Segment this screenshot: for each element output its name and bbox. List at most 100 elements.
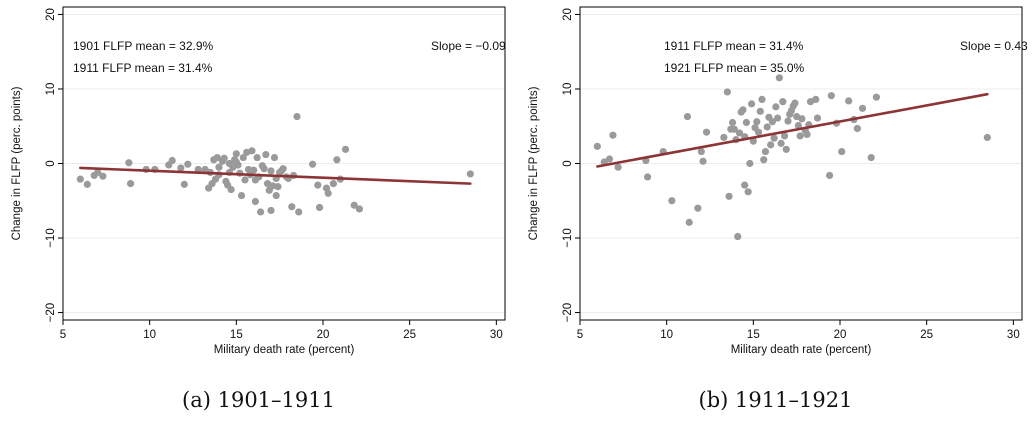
data-point — [694, 204, 702, 212]
data-point — [784, 117, 792, 125]
data-point — [782, 145, 790, 153]
data-point — [257, 208, 265, 216]
data-point — [812, 95, 820, 104]
data-point — [742, 118, 750, 127]
data-point — [741, 181, 749, 189]
scatter-chart-a: 5 10 15 20 25 30 −20 −10 0 10 20 Military death rat… — [11, 6, 506, 356]
x-tick-label: 25 — [920, 329, 933, 341]
data-point — [267, 167, 275, 175]
y-tick-label: 0 — [45, 160, 57, 166]
x-tick-label: 30 — [1007, 329, 1020, 341]
data-point — [314, 181, 322, 189]
y-axis-title: Change in FLFP (perc. points) — [528, 86, 540, 240]
x-tick-label: 10 — [660, 329, 673, 341]
data-point — [838, 147, 846, 156]
data-point — [796, 132, 804, 140]
annotation-mean1: 1911 FLFP mean = 31.4% — [664, 39, 804, 53]
data-point — [763, 123, 771, 131]
x-tick-label: 25 — [403, 329, 416, 341]
annotation-mean2: 1911 FLFP mean = 31.4% — [73, 61, 213, 75]
data-point — [749, 137, 757, 145]
data-point — [250, 166, 258, 174]
data-point — [341, 145, 350, 153]
y-tick-label: −10 — [45, 228, 57, 248]
data-point — [605, 155, 614, 163]
data-point — [845, 97, 853, 105]
data-point — [194, 165, 202, 174]
data-point — [466, 170, 474, 178]
data-point — [774, 114, 782, 122]
y-tick-label: −20 — [45, 303, 57, 323]
data-point — [293, 112, 301, 121]
data-point — [279, 165, 287, 173]
y-tick-label: 0 — [562, 160, 574, 166]
data-point — [94, 168, 102, 177]
x-tick-label: 15 — [230, 329, 243, 341]
data-point — [213, 153, 221, 162]
chart-caption-b: (b) 1911–1921 — [698, 388, 853, 412]
data-point — [324, 189, 332, 197]
data-point — [699, 157, 707, 165]
y-tick-label: 20 — [45, 8, 57, 21]
data-point — [779, 98, 787, 106]
data-point — [593, 142, 601, 150]
data-point — [184, 160, 192, 168]
data-point — [267, 206, 275, 215]
annotation-slope: Slope = 0.43 — [960, 39, 1028, 53]
data-point — [262, 150, 270, 159]
data-point — [232, 150, 240, 158]
data-point — [826, 171, 834, 180]
data-point — [309, 160, 317, 168]
data-point — [614, 163, 622, 171]
data-point — [220, 154, 228, 162]
y-tick-label: 10 — [45, 83, 57, 96]
data-point — [867, 153, 875, 162]
data-point — [720, 133, 728, 142]
data-point — [734, 232, 742, 241]
data-point — [234, 161, 242, 169]
data-point — [858, 104, 867, 112]
data-point — [770, 134, 778, 142]
data-point — [827, 92, 835, 100]
data-point — [791, 99, 799, 107]
x-axis-title: Military death rate (percent) — [214, 344, 355, 356]
data-point — [668, 197, 676, 205]
y-tick-label: 20 — [562, 8, 574, 21]
data-point — [775, 74, 783, 82]
data-point — [754, 128, 763, 136]
y-axis-title: Change in FLFP (perc. points) — [11, 86, 23, 240]
x-tick-label: 5 — [60, 329, 66, 341]
data-point — [76, 175, 84, 183]
annotation-mean1: 1901 FLFP mean = 32.9% — [73, 39, 214, 53]
data-point — [253, 153, 261, 162]
data-point — [723, 88, 731, 96]
data-point — [739, 106, 747, 114]
y-tick-label: 10 — [562, 83, 574, 96]
data-point — [768, 118, 776, 126]
data-point — [730, 125, 738, 133]
data-point — [99, 172, 107, 180]
data-point — [125, 159, 133, 167]
x-tick-label: 15 — [747, 329, 760, 341]
data-point — [744, 188, 752, 196]
data-point — [248, 147, 256, 155]
chart-caption-a: (a) 1901–1911 — [182, 388, 335, 412]
data-point — [237, 191, 246, 200]
data-point — [215, 163, 223, 171]
fitted-line — [596, 92, 989, 168]
data-point — [241, 176, 249, 184]
data-point — [127, 180, 135, 188]
data-point — [760, 156, 768, 164]
data-point — [725, 192, 733, 200]
x-axis-title: Military death rate (percent) — [731, 344, 872, 356]
data-point — [780, 132, 789, 140]
data-point — [702, 128, 711, 136]
data-point — [272, 191, 280, 200]
y-tick-label: −10 — [562, 228, 574, 248]
data-point — [794, 121, 802, 130]
data-point — [288, 203, 296, 211]
data-point — [609, 131, 617, 139]
data-point — [685, 218, 693, 226]
data-point — [180, 180, 188, 188]
data-point — [239, 153, 247, 162]
